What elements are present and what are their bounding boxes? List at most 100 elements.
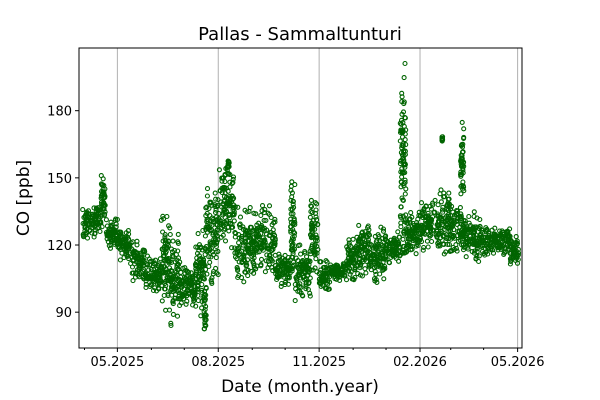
data-point <box>170 238 176 244</box>
data-point <box>119 250 125 256</box>
data-point <box>374 253 380 259</box>
data-point <box>167 272 173 278</box>
data-point <box>307 214 313 220</box>
data-point <box>230 224 236 230</box>
data-point <box>222 206 228 213</box>
data-point <box>197 257 203 263</box>
data-point <box>264 227 270 233</box>
data-point <box>289 242 295 248</box>
data-point <box>398 204 404 210</box>
data-point <box>256 220 262 226</box>
data-point <box>313 235 319 241</box>
data-point <box>442 219 448 225</box>
data-point <box>415 216 421 222</box>
data-point <box>336 274 342 280</box>
data-point <box>425 213 431 219</box>
x-tick-label: 08.2025 <box>191 355 245 370</box>
data-point <box>213 255 219 261</box>
data-point <box>164 244 170 251</box>
data-point <box>410 220 416 227</box>
data-point <box>219 178 225 184</box>
data-point <box>352 274 358 281</box>
data-point <box>405 220 411 226</box>
data-point <box>214 233 220 239</box>
data-point <box>492 225 498 231</box>
data-point <box>257 240 263 246</box>
data-point <box>150 272 156 278</box>
data-point <box>402 177 408 183</box>
data-point <box>168 322 174 329</box>
data-point <box>443 218 449 224</box>
data-point <box>87 227 93 234</box>
data-point <box>134 242 140 248</box>
data-point <box>354 251 360 257</box>
data-point <box>281 260 287 266</box>
data-point <box>312 243 318 249</box>
data-point <box>400 236 406 242</box>
data-point <box>239 233 245 239</box>
data-point <box>429 238 435 245</box>
data-point <box>399 152 405 158</box>
data-point <box>396 258 402 264</box>
data-point <box>461 184 467 190</box>
data-point <box>508 238 514 244</box>
data-point <box>175 239 181 245</box>
data-point <box>346 242 352 248</box>
data-point <box>490 240 496 247</box>
x-tick-label: 05.2025 <box>90 355 144 370</box>
data-point <box>224 218 230 224</box>
data-point <box>83 217 89 223</box>
data-point <box>290 236 296 242</box>
data-point <box>498 230 504 236</box>
data-point <box>345 268 352 274</box>
data-point <box>386 260 393 266</box>
data-point <box>440 209 446 215</box>
data-point <box>236 244 242 251</box>
data-point <box>453 242 459 248</box>
data-point <box>310 249 316 255</box>
data-point <box>248 268 254 274</box>
data-point <box>457 205 463 211</box>
data-point <box>381 276 387 282</box>
data-point <box>396 234 402 240</box>
data-point <box>213 265 219 271</box>
data-point <box>170 301 176 307</box>
data-point <box>458 156 464 162</box>
data-point <box>427 233 433 239</box>
data-point <box>419 211 425 217</box>
data-point <box>106 243 112 249</box>
data-point <box>447 217 453 223</box>
data-point <box>220 232 226 238</box>
data-point <box>181 292 187 298</box>
data-point <box>363 270 369 276</box>
data-point <box>98 195 104 201</box>
data-point <box>165 255 171 261</box>
data-point <box>371 265 377 271</box>
data-point <box>279 280 285 287</box>
data-point <box>403 226 409 232</box>
data-point <box>218 222 224 228</box>
data-point <box>208 199 214 205</box>
data-point <box>156 286 162 292</box>
data-point <box>440 134 446 140</box>
data-point <box>148 266 154 273</box>
data-point <box>234 251 240 257</box>
data-point <box>424 238 430 244</box>
data-point <box>479 235 485 241</box>
data-point <box>432 209 438 215</box>
data-point <box>108 234 114 241</box>
data-point <box>204 186 211 192</box>
data-point <box>400 141 406 147</box>
data-point <box>461 126 467 132</box>
data-point <box>203 205 209 211</box>
data-point <box>92 230 98 236</box>
data-point <box>133 270 139 276</box>
data-point <box>216 167 222 173</box>
data-point <box>374 237 380 243</box>
data-point <box>437 243 443 249</box>
data-point <box>303 286 309 292</box>
data-point <box>222 179 228 185</box>
data-point <box>294 277 300 283</box>
data-point <box>435 213 441 219</box>
data-point <box>212 190 218 196</box>
